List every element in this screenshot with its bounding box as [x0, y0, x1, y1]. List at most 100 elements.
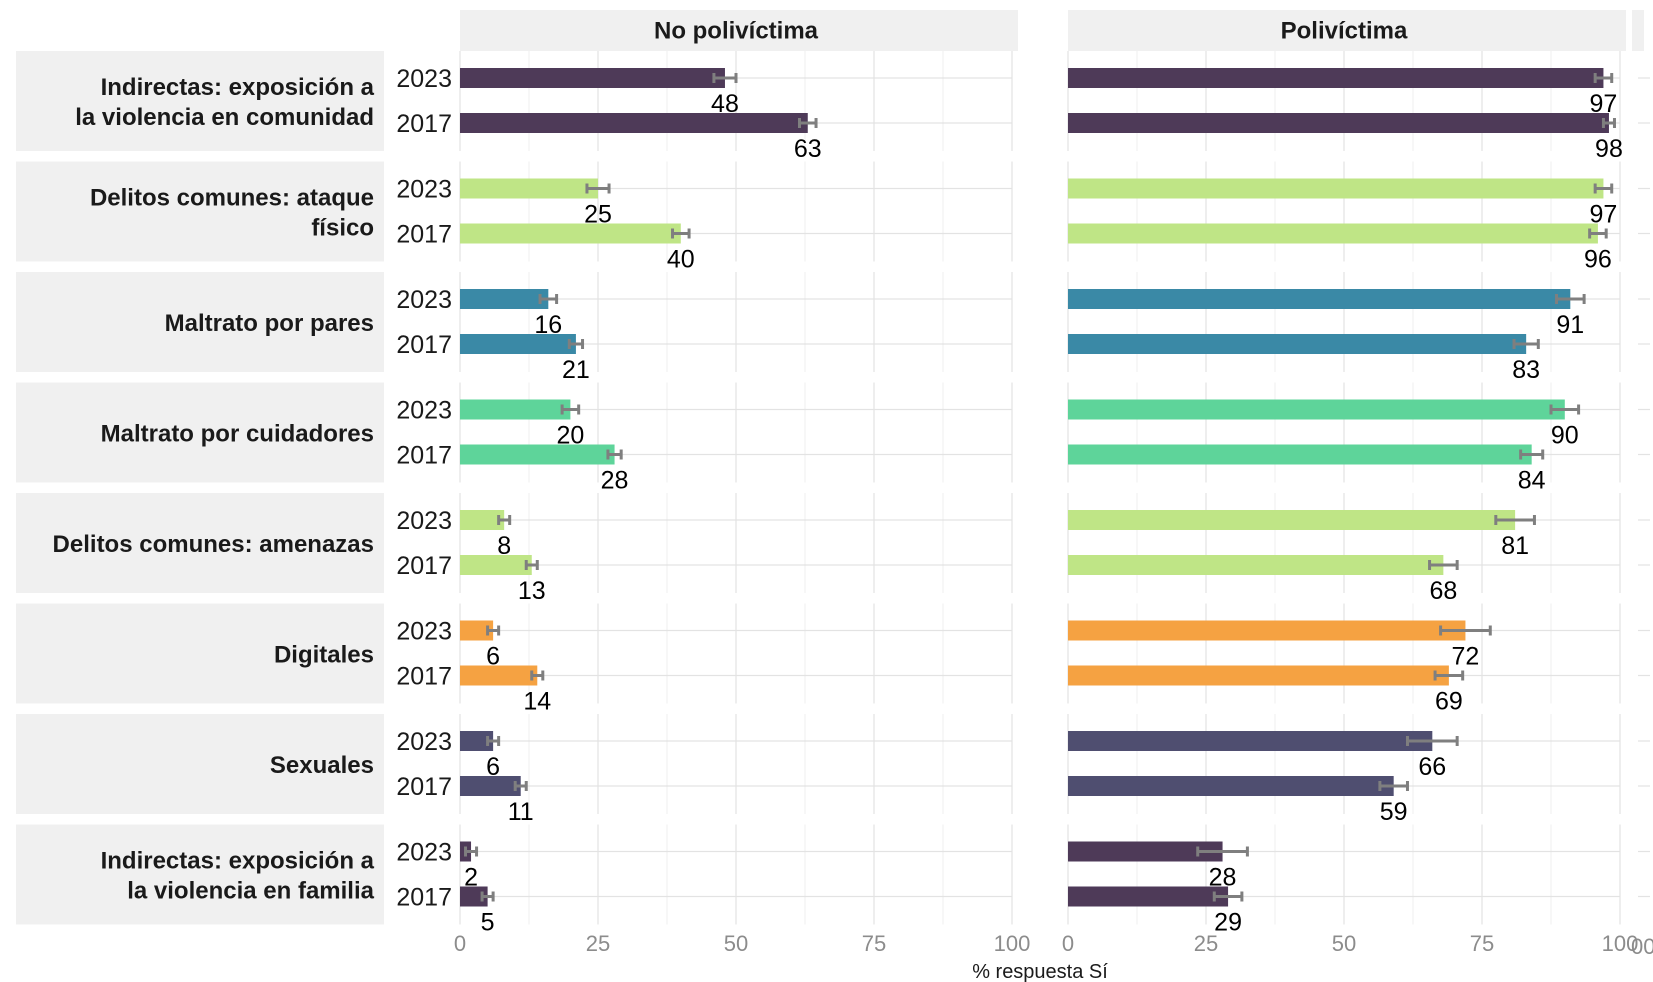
- year-label-2023: 2023: [396, 728, 452, 756]
- row-label: Sexuales: [270, 752, 374, 779]
- row-label: Maltrato por cuidadores: [101, 421, 374, 448]
- row-label: Maltrato por pares: [165, 310, 374, 337]
- panel-strip-2: [1068, 10, 1626, 51]
- row-strip: [16, 603, 384, 704]
- data-label: 90: [1551, 422, 1579, 450]
- x-tick-label: 0: [1062, 931, 1074, 956]
- data-label: 40: [667, 246, 695, 274]
- bar: [1068, 113, 1609, 133]
- bar: [1068, 665, 1449, 686]
- bar: [460, 620, 494, 641]
- bar: [460, 289, 549, 309]
- data-label: 11: [508, 798, 534, 826]
- x-tick-label: 0: [454, 931, 466, 956]
- row-label: Indirectas: exposición a: [101, 74, 375, 101]
- x-tick-label: 50: [724, 931, 748, 956]
- year-label-2017: 2017: [396, 884, 452, 912]
- bar: [460, 68, 725, 88]
- year-label-2017: 2017: [396, 331, 452, 359]
- data-label: 96: [1584, 246, 1612, 274]
- x-axis-title: % respuesta Sí: [972, 961, 1108, 982]
- bar: [1068, 399, 1565, 420]
- year-label-2023: 2023: [396, 65, 452, 93]
- row-label: Delitos comunes: amenazas: [53, 531, 374, 558]
- x-tick-label: 25: [1194, 931, 1218, 956]
- row-strip: [16, 824, 384, 925]
- year-label-2017: 2017: [396, 221, 452, 249]
- x-tick-label: 100: [994, 931, 1031, 956]
- bar: [460, 113, 808, 133]
- row-strip: [16, 493, 384, 593]
- bar: [460, 510, 505, 530]
- data-label: 91: [1556, 311, 1584, 339]
- bar: [460, 665, 538, 686]
- bar: [1068, 510, 1516, 530]
- x-tick-label: 75: [862, 931, 886, 956]
- panel-title-1: No polivíctima: [654, 18, 819, 45]
- row-strip: [16, 714, 384, 814]
- data-label: 6: [486, 753, 500, 781]
- data-label: 14: [523, 688, 551, 716]
- row-label: la violencia en comunidad: [75, 104, 374, 131]
- row-label: físico: [311, 215, 374, 242]
- data-label: 84: [1518, 467, 1546, 495]
- row-strip: [16, 382, 384, 483]
- bar: [460, 223, 681, 244]
- data-label: 6: [486, 643, 500, 671]
- year-label-2017: 2017: [396, 442, 452, 470]
- x-tick-label: 75: [1470, 931, 1494, 956]
- x-tick-label: 100: [1602, 931, 1639, 956]
- data-label: 66: [1418, 753, 1446, 781]
- data-label: 98: [1595, 135, 1623, 163]
- bar: [1068, 555, 1444, 575]
- data-label: 29: [1214, 909, 1242, 937]
- bar: [1068, 841, 1223, 862]
- data-label: 28: [601, 467, 629, 495]
- data-label: 63: [794, 135, 822, 163]
- bar: [460, 399, 571, 420]
- data-label: 21: [562, 356, 590, 384]
- row-strip: [16, 161, 384, 262]
- data-label: 81: [1501, 532, 1529, 560]
- year-label-2017: 2017: [396, 663, 452, 691]
- year-label-2023: 2023: [396, 839, 452, 867]
- bar: [1068, 886, 1229, 907]
- bar: [1068, 731, 1433, 751]
- row-label: Indirectas: exposición a: [101, 848, 375, 875]
- year-label-2023: 2023: [396, 397, 452, 425]
- year-label-2017: 2017: [396, 552, 452, 580]
- bar: [1068, 776, 1394, 796]
- row-label: la violencia en familia: [127, 878, 374, 905]
- bar: [460, 555, 532, 575]
- year-label-2023: 2023: [396, 176, 452, 204]
- data-label: 69: [1435, 688, 1463, 716]
- bar: [460, 334, 576, 354]
- bar: [1068, 223, 1598, 244]
- data-label: 2: [464, 864, 478, 892]
- panel-title-2: Polivíctima: [1281, 18, 1408, 45]
- bar: [1068, 178, 1604, 199]
- bar: [460, 776, 521, 796]
- panel-strip-fragment: [1632, 10, 1644, 51]
- data-label: 72: [1452, 643, 1480, 671]
- data-label: 5: [481, 909, 495, 937]
- year-label-2017: 2017: [396, 773, 452, 801]
- year-label-2023: 2023: [396, 618, 452, 646]
- bar: [1068, 68, 1604, 88]
- data-label: 83: [1512, 356, 1540, 384]
- data-label: 8: [497, 532, 511, 560]
- row-strip: [16, 51, 384, 151]
- bar: [460, 731, 494, 751]
- x-tick-label: 50: [1332, 931, 1356, 956]
- x-tick-label: 25: [586, 931, 610, 956]
- year-label-2023: 2023: [396, 286, 452, 314]
- year-label-2023: 2023: [396, 507, 452, 535]
- row-strip: [16, 272, 384, 372]
- row-label: Delitos comunes: ataque: [90, 185, 374, 212]
- row-label: Digitales: [274, 642, 374, 669]
- x-tick-label-fragment: 00: [1631, 934, 1653, 959]
- data-label: 68: [1429, 577, 1457, 605]
- bar: [1068, 334, 1527, 354]
- bar: [1068, 289, 1571, 309]
